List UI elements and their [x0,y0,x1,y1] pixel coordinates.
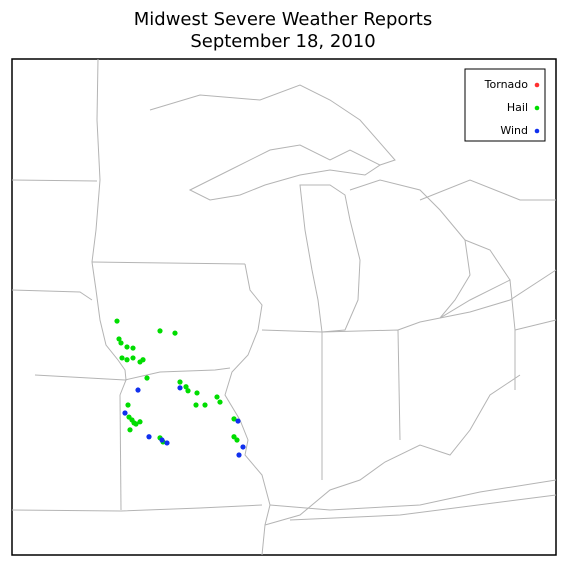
report-point [231,434,237,440]
report-point [114,318,120,324]
border [269,479,557,511]
legend-marker [534,128,540,134]
report-point [126,414,132,420]
legend-box [464,68,546,142]
border [397,279,516,390]
border [514,319,557,331]
report-point [130,345,136,351]
report-point [144,375,150,381]
border [261,329,323,480]
report-point [236,452,242,458]
report-point [235,418,241,424]
report-point [133,421,139,427]
border [11,289,93,301]
legend-marker [534,82,540,88]
report-point [125,402,131,408]
border [464,239,511,281]
report-point [172,330,178,336]
report-point [194,390,200,396]
report-point [177,379,183,385]
border [264,374,521,526]
report-point [135,387,141,393]
chart-title: Midwest Severe Weather Reports [134,9,433,30]
border [299,184,361,333]
border [188,144,381,201]
report-point [119,355,125,361]
legend-label: Hail [507,101,528,114]
report-point [137,419,143,425]
report-point [130,355,136,361]
border [11,179,98,182]
report-point [193,402,199,408]
map-frame [11,58,557,556]
report-point [164,440,170,446]
report-point [183,384,189,390]
report-point [124,357,130,363]
report-point [185,388,191,394]
border [91,261,127,396]
report-point [140,357,146,363]
report-point [234,437,240,443]
border [34,367,231,381]
border [289,494,557,521]
report-point [146,434,152,440]
legend-label: Tornado [484,78,529,91]
legend-label: Wind [500,124,528,137]
state-borders [11,58,557,556]
report-point [127,427,133,433]
report-point [202,402,208,408]
border [321,329,401,441]
report-point [122,410,128,416]
report-point [124,344,130,350]
border [91,58,101,263]
report-point [118,340,124,346]
report-point [217,399,223,405]
border [149,84,396,166]
border [419,179,556,201]
border [439,269,557,319]
border [119,394,122,511]
legend-marker [534,105,540,111]
border [11,504,263,512]
chart-subtitle: September 18, 2010 [190,31,375,52]
report-point [214,394,220,400]
report-point [177,385,183,391]
border [224,263,271,556]
border [349,179,471,319]
border [91,261,246,265]
report-point [157,328,163,334]
report-point [240,444,246,450]
report-point [231,416,237,422]
report-point [116,336,122,342]
report-point [159,437,165,443]
